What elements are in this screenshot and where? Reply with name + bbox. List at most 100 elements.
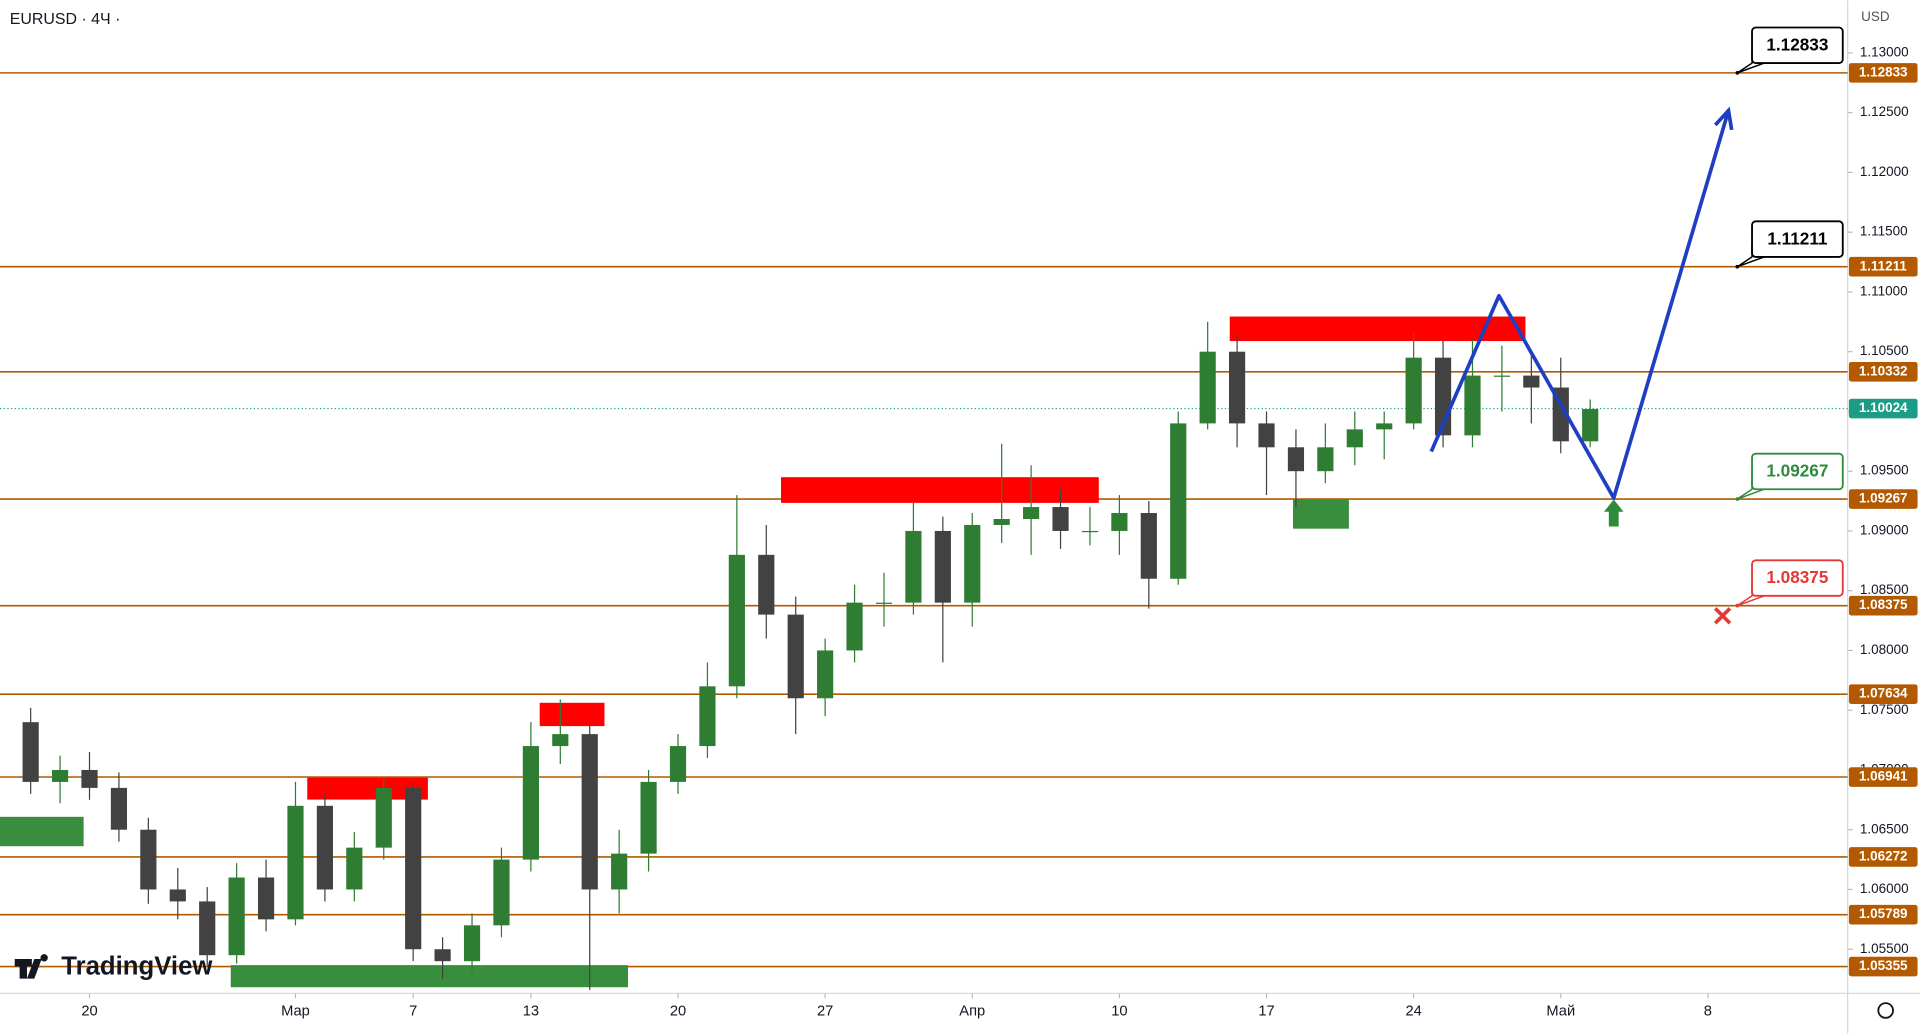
projection-path xyxy=(1429,110,1731,500)
level-axis-box xyxy=(1848,767,1918,787)
x-tick-label: 7 xyxy=(409,1004,417,1020)
zone xyxy=(0,816,84,847)
candle-body xyxy=(51,769,69,782)
projection-arrowhead xyxy=(1713,106,1734,131)
zone xyxy=(539,702,605,727)
callout-label-box xyxy=(1751,452,1844,491)
candle-body xyxy=(1523,375,1540,388)
candle-body xyxy=(1287,447,1305,472)
candle-body xyxy=(228,877,245,956)
candle-body xyxy=(169,889,186,902)
logo-mark xyxy=(14,954,48,979)
zone xyxy=(1229,316,1526,342)
x-tick-label: 13 xyxy=(523,1004,539,1020)
candle-body xyxy=(110,787,128,830)
candle-body xyxy=(1464,375,1481,436)
x-tick-label: Май xyxy=(1546,1004,1575,1020)
candle-body xyxy=(316,805,333,890)
candle-body xyxy=(669,746,687,782)
y-tick-label: 1.06500 xyxy=(1860,821,1909,836)
level-axis-box xyxy=(1848,904,1918,925)
y-tick-label: 1.09000 xyxy=(1860,523,1909,538)
y-tick-label: 1.11500 xyxy=(1860,224,1908,239)
level-axis-box xyxy=(1848,256,1918,277)
level-axis-box xyxy=(1848,361,1918,382)
candle-body xyxy=(1199,351,1216,424)
x-tick-label: 17 xyxy=(1258,1004,1274,1020)
candle-body xyxy=(875,602,893,604)
candle-body xyxy=(463,925,481,962)
candle-body xyxy=(1052,507,1069,531)
candle-body xyxy=(817,650,834,699)
currency[interactable]: USD xyxy=(1861,9,1890,24)
candle-body xyxy=(140,829,157,890)
callout-label: 1.09267 xyxy=(1766,461,1828,481)
level-axis-box xyxy=(1848,489,1918,509)
candle-body xyxy=(640,781,657,854)
level-axis-box xyxy=(1848,847,1918,867)
zone xyxy=(780,477,1099,503)
x-tick-label: 24 xyxy=(1405,1004,1421,1020)
level-axis-box xyxy=(1848,595,1918,616)
candle-body xyxy=(1405,357,1422,424)
x-tick-label: 10 xyxy=(1111,1004,1127,1020)
buy-arrow xyxy=(1603,499,1624,527)
logo-text: TradingView xyxy=(61,952,213,980)
y-tick-label: 1.11000 xyxy=(1860,283,1908,298)
candle-body xyxy=(758,554,775,615)
candle-body xyxy=(22,722,39,782)
callout-label: 1.11211 xyxy=(1767,228,1828,248)
candle-body xyxy=(1111,513,1128,531)
candle-body xyxy=(611,853,628,890)
candle-body xyxy=(934,530,951,603)
zone xyxy=(307,777,428,800)
callout-label-box xyxy=(1751,26,1844,64)
level-axis-box xyxy=(1848,956,1918,977)
symbol-title[interactable]: EURUSD · 4Ч · xyxy=(10,11,121,28)
last-price-box xyxy=(1848,398,1918,419)
candle-body xyxy=(964,524,981,603)
candle-body xyxy=(1376,423,1393,430)
candle-body xyxy=(1346,429,1363,448)
x-tick-label: Апр xyxy=(959,1004,985,1020)
level-axis-label: 1.05355 xyxy=(1859,958,1908,973)
level-axis-box xyxy=(1848,63,1918,83)
candle-body xyxy=(581,734,598,890)
candle-body xyxy=(405,787,422,950)
plot: 1.055001.060001.065001.070001.075001.080… xyxy=(0,26,1918,1020)
last-price-label: 1.10024 xyxy=(1859,400,1908,415)
candle-body xyxy=(1317,447,1334,472)
candle-body xyxy=(728,554,745,687)
candle-body xyxy=(846,602,863,651)
level-axis-label: 1.10332 xyxy=(1859,363,1908,378)
level-axis-label: 1.11211 xyxy=(1860,258,1908,273)
candle-body xyxy=(787,614,804,699)
x-tick-label: 20 xyxy=(670,1004,686,1020)
callout-label: 1.12833 xyxy=(1766,34,1828,54)
x-tick-label: 8 xyxy=(1704,1004,1712,1020)
stop-cross xyxy=(1713,607,1732,625)
y-tick-label: 1.08000 xyxy=(1860,642,1909,657)
callout-label-box xyxy=(1751,559,1844,597)
zone xyxy=(230,965,628,988)
candle-body xyxy=(1228,351,1246,424)
y-tick-label: 1.06000 xyxy=(1860,881,1909,896)
level-axis-label: 1.06941 xyxy=(1859,769,1908,784)
candle-body xyxy=(81,769,98,788)
logo[interactable]: TradingView xyxy=(14,952,214,980)
candle-body xyxy=(1081,530,1099,533)
candle-body xyxy=(1582,409,1599,442)
settings-icon[interactable] xyxy=(1877,1002,1894,1019)
candle-body xyxy=(1170,423,1187,579)
y-tick-label: 1.12000 xyxy=(1860,164,1909,179)
candle-body xyxy=(1258,423,1275,448)
candle-body xyxy=(993,518,1010,525)
candle-body xyxy=(375,787,392,848)
candle-body xyxy=(905,530,922,603)
y-tick-label: 1.05500 xyxy=(1860,941,1909,956)
zone xyxy=(1292,499,1349,529)
candle-body xyxy=(434,949,451,962)
candle-body xyxy=(199,901,216,956)
